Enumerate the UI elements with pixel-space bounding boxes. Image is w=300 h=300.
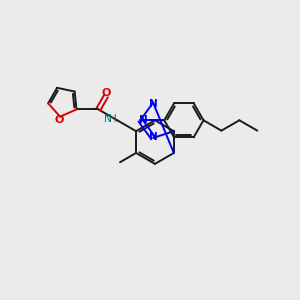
Text: O: O [101,88,111,98]
Text: N: N [149,132,158,142]
Text: O: O [55,115,64,124]
Text: H: H [110,114,117,124]
Text: N: N [139,115,148,125]
Text: N: N [149,99,158,109]
Text: N: N [104,114,112,124]
